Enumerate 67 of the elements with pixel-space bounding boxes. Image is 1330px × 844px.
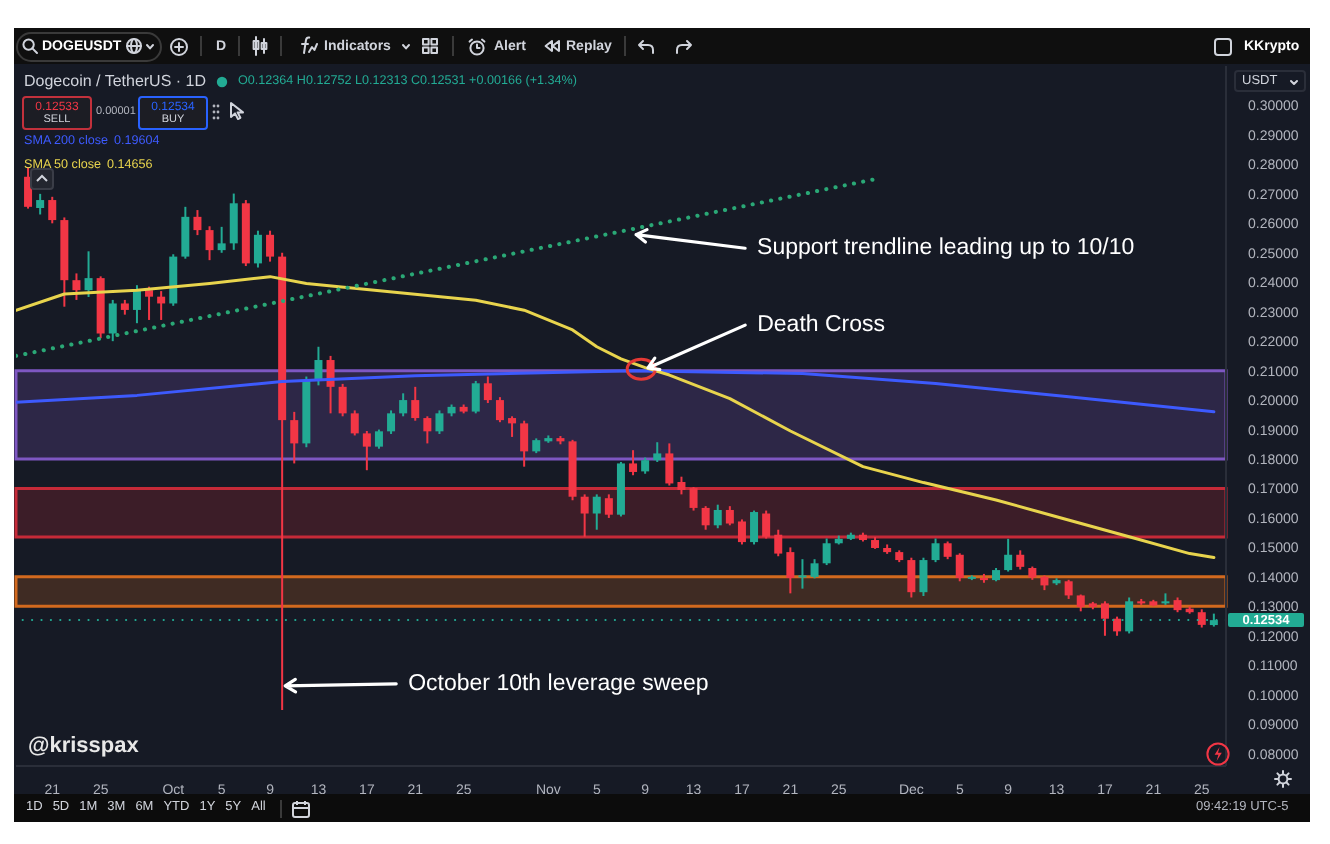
- candlestick: [665, 442, 674, 487]
- candlestick: [737, 518, 746, 546]
- candlestick: [229, 192, 238, 251]
- candlestick: [1113, 615, 1122, 637]
- candlestick: [931, 537, 940, 564]
- annotation: Support trendline leading up to 10/10: [757, 236, 1135, 261]
- candlestick: [713, 503, 722, 530]
- candlestick: [1197, 608, 1206, 629]
- candlestick: [193, 209, 202, 237]
- candlestick: [810, 558, 819, 580]
- candlestick: [24, 166, 33, 210]
- candlestick: [350, 409, 359, 437]
- candlestick: [266, 229, 275, 263]
- candlestick: [374, 428, 383, 450]
- candlestick: [36, 192, 45, 216]
- candlestick: [205, 225, 214, 262]
- candlestick: [253, 229, 262, 269]
- candlestick: [1100, 600, 1109, 637]
- candlestick: [592, 493, 601, 531]
- candlestick: [435, 409, 444, 435]
- candlestick: [314, 345, 323, 387]
- candlestick: [750, 509, 759, 546]
- candlestick: [774, 528, 783, 558]
- candlestick: [471, 379, 480, 415]
- annotation: @krisspax: [28, 734, 139, 758]
- candlestick: [508, 415, 517, 438]
- candlestick: [145, 285, 154, 321]
- candlestick: [169, 253, 178, 307]
- line-series: [16, 275, 1216, 560]
- candlestick: [701, 505, 710, 531]
- candlestick: [48, 195, 57, 225]
- annotation: Death Cross: [757, 313, 886, 338]
- candlestick: [411, 385, 420, 422]
- candlestick: [822, 537, 831, 567]
- candlestick: [399, 392, 408, 418]
- candlestick: [919, 556, 928, 598]
- candlestick: [798, 558, 807, 590]
- candlestick: [132, 284, 141, 325]
- candlestick: [580, 493, 589, 538]
- candlestick: [495, 396, 504, 424]
- candlestick: [217, 225, 226, 254]
- candlestick: [689, 486, 698, 512]
- candlestick: [84, 250, 93, 298]
- candlestick: [326, 354, 335, 415]
- candlestick: [604, 493, 613, 519]
- candlestick: [1004, 537, 1013, 573]
- candlestick: [907, 556, 916, 599]
- candlestick: [387, 409, 396, 435]
- candlestick: [653, 441, 662, 463]
- candlestick: [483, 375, 492, 405]
- candlestick: [108, 298, 117, 343]
- candlestick: [423, 415, 432, 445]
- chart-title: Dogecoin / TetherUS · 1D: [24, 72, 207, 90]
- candlestick: [72, 272, 81, 301]
- candlestick: [520, 419, 529, 468]
- candlestick: [725, 505, 734, 527]
- candlestick: [762, 509, 771, 540]
- annotation: October 10th leverage sweep: [408, 671, 709, 696]
- candlestick: [955, 552, 964, 583]
- candlestick: [1064, 578, 1073, 600]
- candlestick: [181, 205, 190, 260]
- candlestick: [362, 430, 371, 472]
- candlestick: [1016, 549, 1025, 571]
- candlestick: [786, 546, 795, 595]
- candlestick: [338, 382, 347, 418]
- candlestick: [629, 449, 638, 477]
- candlestick: [290, 410, 299, 465]
